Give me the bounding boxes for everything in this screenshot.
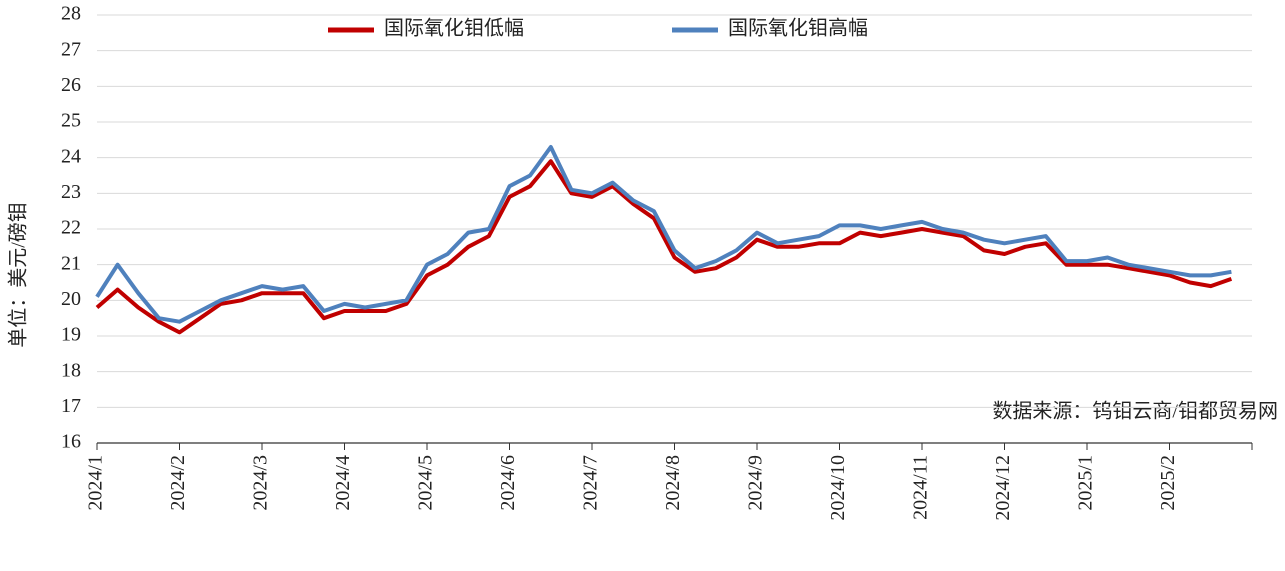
x-tick-label: 2024/5 [415, 455, 437, 511]
legend-label: 国际氧化钼高幅 [728, 17, 868, 40]
y-tick-label: 20 [61, 288, 81, 310]
line-series [95, 145, 1232, 324]
x-tick-label: 2024/7 [580, 455, 602, 511]
y-tick-label: 17 [61, 395, 81, 417]
x-tick-label: 2024/12 [992, 455, 1014, 521]
x-tick-label: 2024/3 [250, 455, 272, 511]
legend-label: 国际氧化钼低幅 [384, 17, 524, 40]
y-tick-label: 18 [61, 359, 81, 381]
x-tick-label: 2024/11 [910, 455, 932, 520]
y-tick-label: 26 [61, 74, 81, 96]
y-tick-label: 25 [61, 110, 81, 132]
x-tick-label: 2025/1 [1075, 455, 1097, 511]
x-tick-label: 2024/8 [662, 455, 684, 511]
x-tick-label: 2024/2 [167, 455, 189, 511]
y-tick-label: 19 [61, 324, 81, 346]
x-tick-label: 2024/6 [497, 455, 519, 511]
y-tick-label: 16 [61, 431, 81, 453]
x-tick-label: 2024/1 [85, 455, 107, 511]
x-tick-label: 2024/4 [332, 455, 354, 511]
source-note: 数据来源：钨钼云商/钼都贸易网 [992, 400, 1278, 423]
y-tick-label: 23 [61, 181, 81, 203]
y-tick-label: 28 [61, 3, 81, 25]
y-tick-label: 27 [61, 38, 81, 60]
y-tick-label: 22 [61, 217, 81, 239]
y-axis-label: 单位：美元/磅钼 [7, 202, 30, 348]
line-series [95, 159, 1233, 335]
x-tick-label: 2024/10 [827, 455, 849, 521]
y-tick-label: 24 [61, 145, 81, 167]
y-tick-label: 21 [61, 252, 81, 274]
x-tick-label: 2025/2 [1157, 455, 1179, 511]
x-tick-label: 2024/9 [745, 455, 767, 511]
